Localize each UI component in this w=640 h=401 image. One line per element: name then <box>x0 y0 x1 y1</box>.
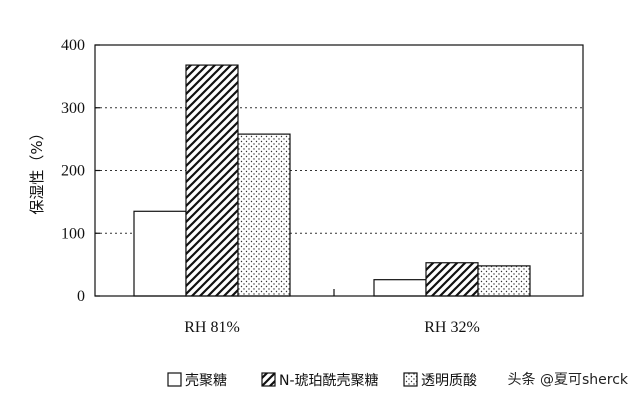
bars <box>133 64 531 297</box>
y-tick-labels: 0 100 200 300 400 <box>61 37 85 305</box>
bar-dotted-0 <box>237 133 291 297</box>
legend-swatch-diagonal-hatch <box>261 372 276 387</box>
watermark: 头条 @夏可sherck <box>508 371 629 388</box>
category-label: RH 81% <box>184 319 240 336</box>
legend: 壳聚糖 N-琥珀酰壳聚糖 透明质酸 <box>167 372 477 389</box>
y-tick-label: 0 <box>77 288 85 305</box>
category-labels: RH 81% RH 32% <box>184 319 480 336</box>
axes <box>94 44 584 297</box>
y-tick-label: 100 <box>61 225 85 242</box>
legend-label: 透明质酸 <box>421 373 477 389</box>
bar-diagonal-hatch-1 <box>425 262 479 297</box>
legend-swatch-plain <box>167 372 182 387</box>
bar-plain-0 <box>133 210 187 297</box>
category-label: RH 32% <box>424 319 480 336</box>
y-tick-label: 300 <box>61 100 85 117</box>
bar-plain-1 <box>373 279 427 297</box>
bar-dotted-1 <box>477 265 531 297</box>
legend-label: N-琥珀酰壳聚糖 <box>279 372 379 389</box>
y-tick-label: 400 <box>61 37 85 54</box>
bar-diagonal-hatch-0 <box>185 64 239 297</box>
y-axis-title: 保湿性（%） <box>28 125 46 214</box>
legend-label: 壳聚糖 <box>185 372 227 389</box>
legend-swatch-dotted <box>403 372 418 387</box>
y-tick-label: 200 <box>61 163 85 180</box>
